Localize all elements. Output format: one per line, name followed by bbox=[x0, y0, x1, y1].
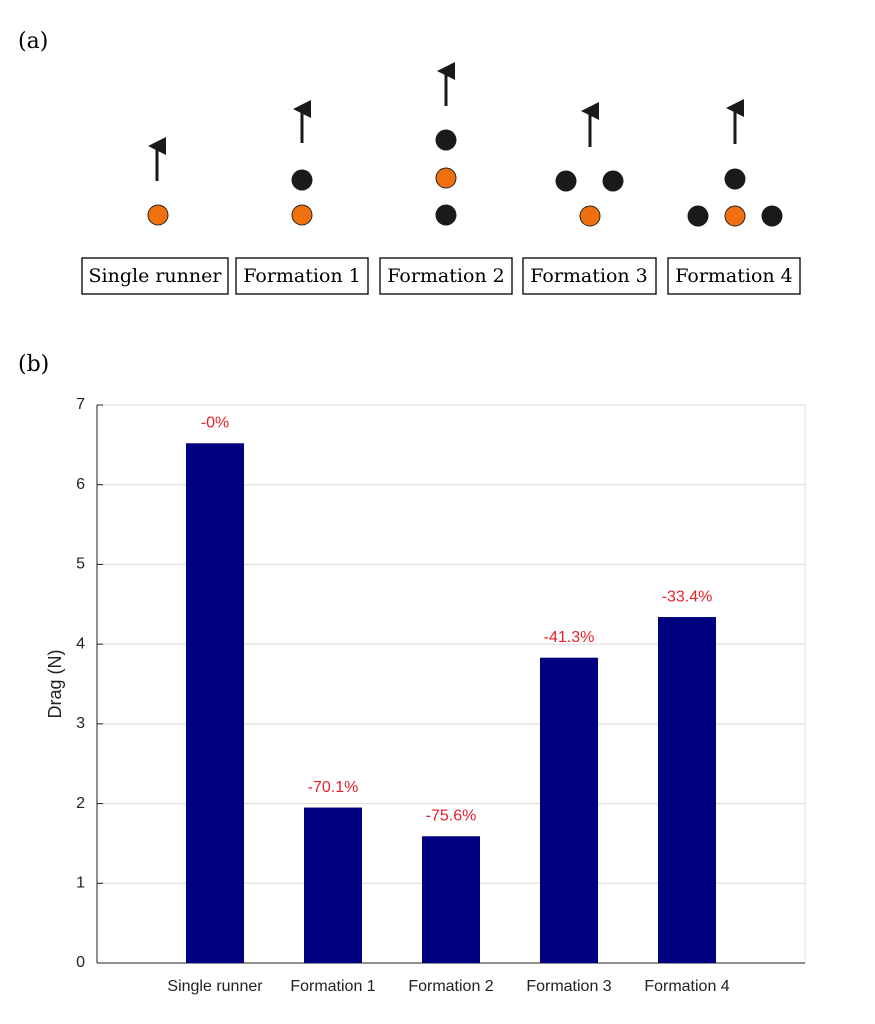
y-tick-label: 0 bbox=[76, 954, 85, 971]
panel-label: (a) bbox=[18, 29, 48, 54]
bar bbox=[658, 617, 716, 963]
bar-annotation: -75.6% bbox=[426, 807, 477, 824]
y-tick-label: 1 bbox=[76, 875, 85, 892]
bar-annotation: -70.1% bbox=[308, 779, 359, 796]
y-tick-label: 7 bbox=[76, 396, 85, 413]
x-tick-label: Single runner bbox=[167, 978, 263, 995]
bar bbox=[304, 807, 362, 963]
y-tick-label: 5 bbox=[76, 556, 85, 573]
formation-diagram bbox=[147, 62, 783, 227]
x-tick-label: Formation 3 bbox=[526, 978, 611, 995]
bar bbox=[422, 836, 480, 963]
formation-label: Single runner bbox=[89, 265, 223, 287]
x-tick-label: Formation 2 bbox=[408, 978, 493, 995]
formation-label: Formation 4 bbox=[675, 265, 793, 287]
x-tick-label: Formation 1 bbox=[290, 978, 375, 995]
formation-label: Formation 2 bbox=[387, 265, 505, 287]
bar-annotation: -41.3% bbox=[544, 629, 595, 646]
y-tick-label: 2 bbox=[76, 795, 85, 812]
formation-label: Formation 3 bbox=[530, 265, 648, 287]
panel-label: (b) bbox=[18, 352, 49, 377]
y-tick-label: 6 bbox=[76, 476, 85, 493]
bar-annotation: -0% bbox=[201, 414, 229, 431]
bar bbox=[186, 443, 244, 964]
bar-annotation: -33.4% bbox=[662, 588, 713, 605]
y-axis-label: Drag (N) bbox=[45, 649, 65, 718]
formation-label: Formation 1 bbox=[243, 265, 361, 287]
y-tick-label: 3 bbox=[76, 715, 85, 732]
bar-chart: 0 1 2 3 4 5 6 7 Drag (N) Single runner -0% Formatio… bbox=[45, 396, 805, 995]
y-tick-label: 4 bbox=[76, 635, 85, 652]
x-tick-label: Formation 4 bbox=[644, 978, 729, 995]
bar bbox=[540, 657, 598, 963]
